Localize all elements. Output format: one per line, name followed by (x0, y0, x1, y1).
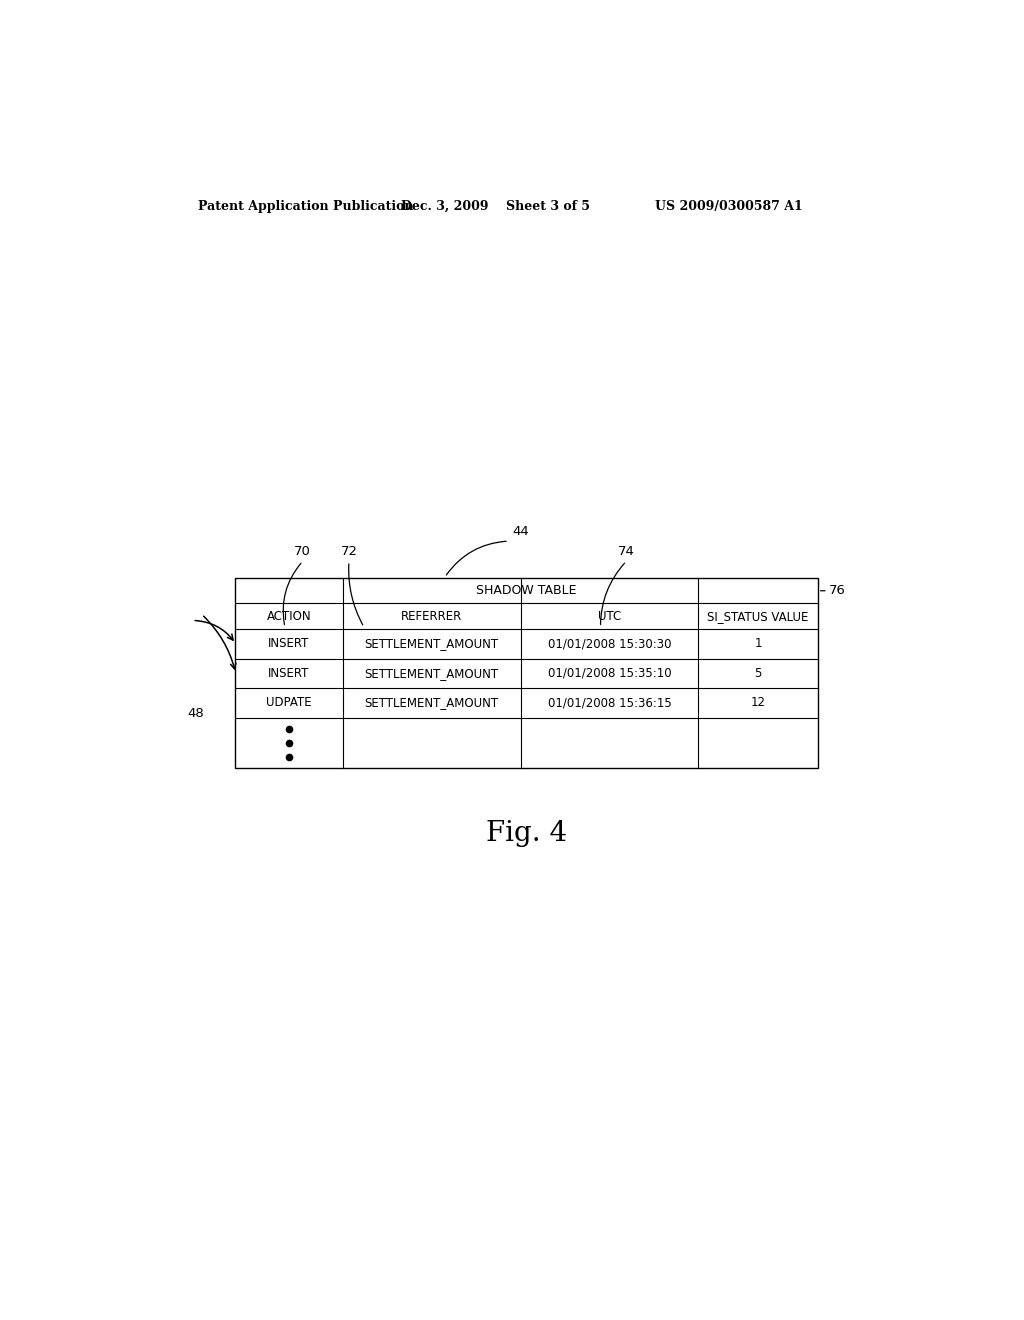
Text: US 2009/0300587 A1: US 2009/0300587 A1 (655, 199, 803, 213)
Text: 1: 1 (755, 638, 762, 651)
Text: 01/01/2008 15:30:30: 01/01/2008 15:30:30 (548, 638, 671, 651)
Text: UTC: UTC (598, 610, 621, 623)
Text: Dec. 3, 2009    Sheet 3 of 5: Dec. 3, 2009 Sheet 3 of 5 (400, 199, 590, 213)
Text: 01/01/2008 15:36:15: 01/01/2008 15:36:15 (548, 697, 672, 709)
Text: 72: 72 (340, 545, 357, 558)
Text: INSERT: INSERT (268, 667, 309, 680)
Text: 12: 12 (751, 697, 766, 709)
Text: Fig. 4: Fig. 4 (485, 820, 567, 847)
Text: ACTION: ACTION (266, 610, 311, 623)
Bar (234, 578, 818, 768)
Text: SI_STATUS VALUE: SI_STATUS VALUE (708, 610, 809, 623)
Text: SETTLEMENT_AMOUNT: SETTLEMENT_AMOUNT (365, 667, 499, 680)
Text: 01/01/2008 15:35:10: 01/01/2008 15:35:10 (548, 667, 671, 680)
Text: UDPATE: UDPATE (266, 697, 311, 709)
Text: SHADOW TABLE: SHADOW TABLE (476, 585, 577, 597)
Text: 48: 48 (187, 706, 204, 719)
Text: SETTLEMENT_AMOUNT: SETTLEMENT_AMOUNT (365, 697, 499, 709)
Text: 5: 5 (755, 667, 762, 680)
Text: 74: 74 (618, 545, 635, 558)
Text: REFERRER: REFERRER (401, 610, 462, 623)
Text: Patent Application Publication: Patent Application Publication (198, 199, 414, 213)
Text: 70: 70 (294, 545, 311, 558)
Text: 76: 76 (829, 585, 846, 597)
Text: SETTLEMENT_AMOUNT: SETTLEMENT_AMOUNT (365, 638, 499, 651)
Text: 44: 44 (513, 525, 529, 539)
Text: INSERT: INSERT (268, 638, 309, 651)
